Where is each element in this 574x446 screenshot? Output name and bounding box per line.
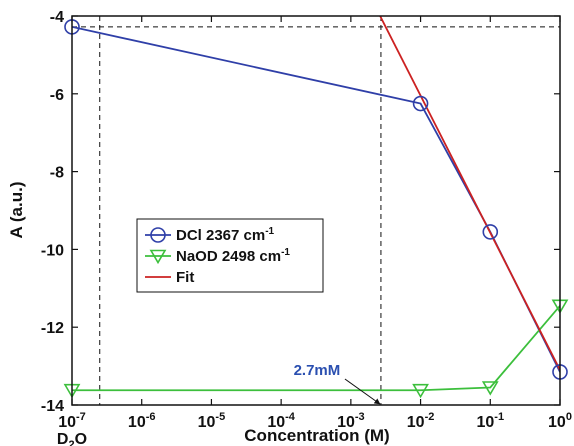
x-tick-label: 10-3 [337, 411, 365, 431]
legend: DCl 2367 cm-1 NaOD 2498 cm-1 Fit [136, 218, 324, 293]
x-extra-label: D2O [57, 431, 87, 446]
series-line-0 [72, 26, 560, 373]
x-axis-label: Concentration (M) [244, 426, 389, 445]
legend-label: NaOD 2498 cm-1 [176, 247, 290, 265]
legend-label: Fit [176, 269, 194, 286]
x-tick-label: 10-2 [407, 411, 435, 431]
x-tick-label: 10-7 [58, 411, 86, 431]
x-tick-label: 10-4 [267, 411, 295, 431]
plot-frame [71, 15, 561, 406]
legend-marker-0 [150, 227, 166, 243]
legend-label: DCl 2367 cm-1 [176, 226, 275, 244]
y-tick-label: -6 [50, 87, 64, 104]
y-tick-label: -14 [41, 398, 64, 415]
data-point-s1-2 [481, 381, 499, 396]
y-tick-label: -12 [41, 320, 64, 337]
y-tick-label: -10 [41, 242, 64, 259]
data-point-s1-1 [412, 383, 429, 399]
y-tick-label: -8 [50, 165, 64, 182]
annotation: 2.7mM [294, 362, 381, 405]
series-layer [72, 16, 560, 392]
y-axis-label: A (a.u.) [7, 182, 26, 239]
marker-layer [63, 19, 569, 399]
reference-lines [72, 16, 560, 405]
annotation-label: 2.7mM [294, 362, 341, 379]
series-line-2 [379, 16, 560, 371]
x-tick-label: 10-6 [128, 411, 156, 431]
annotation-arrow [344, 378, 381, 405]
x-tick-label: 100 [548, 411, 572, 431]
legend-marker-1 [149, 249, 167, 265]
x-axis: 10-7 10-6 10-5 10-4 10-3 10-2 10-1 100 D2O [57, 16, 572, 446]
data-point-s0-2 [482, 224, 499, 240]
x-tick-label: 10-5 [198, 411, 226, 431]
series-line-1 [72, 305, 560, 392]
x-tick-label: 10-1 [476, 411, 504, 431]
y-tick-label: -4 [50, 9, 64, 26]
y-axis: -14 -12 -10 -8 -6 -4 [41, 9, 560, 415]
data-point-s0-1 [412, 95, 429, 112]
